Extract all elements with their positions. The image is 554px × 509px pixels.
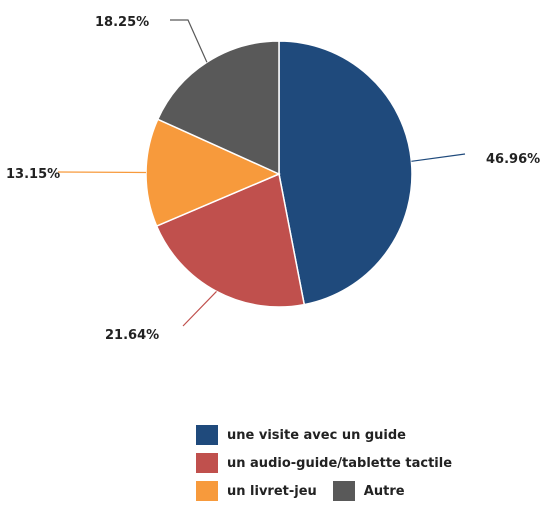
legend-item-audio-guide: un audio-guide/tablette tactile <box>196 453 452 473</box>
leader-line-livret-jeu <box>57 171 147 174</box>
legend-label-guide: une visite avec un guide <box>227 427 407 443</box>
legend-swatch-livret-jeu <box>196 481 218 501</box>
data-label-livret-jeu: 13.15% <box>6 167 60 182</box>
pie-slice-audio-guide <box>155 172 306 308</box>
legend-label-autre: Autre <box>363 483 405 499</box>
pie-slice-guide <box>278 40 413 306</box>
data-label-autre: 18.25% <box>95 15 149 30</box>
leader-line-guide <box>411 153 466 162</box>
legend-item-livret-jeu: un livret-jeu <box>196 481 317 501</box>
pie-slice-livret-jeu <box>145 118 281 228</box>
legend-label-audio-guide: un audio-guide/tablette tactile <box>227 455 453 471</box>
legend-swatch-autre <box>332 481 355 501</box>
leader-line-autre <box>170 19 208 63</box>
legend: une visite avec un guide un audio-guide/… <box>196 424 468 508</box>
legend-row-3: un livret-jeu Autre <box>196 480 468 502</box>
leader-line-audio-guide <box>182 290 217 327</box>
legend-item-guide: une visite avec un guide <box>196 425 406 445</box>
legend-swatch-audio-guide <box>196 453 218 473</box>
data-label-guide: 46.96% <box>486 152 540 167</box>
legend-row-2: un audio-guide/tablette tactile <box>196 452 468 474</box>
legend-label-livret-jeu: un livret-jeu <box>227 483 317 499</box>
legend-item-autre: Autre <box>332 481 405 501</box>
data-label-audio-guide: 21.64% <box>105 328 159 343</box>
legend-row-1: une visite avec un guide <box>196 424 468 446</box>
legend-swatch-guide <box>196 425 218 445</box>
